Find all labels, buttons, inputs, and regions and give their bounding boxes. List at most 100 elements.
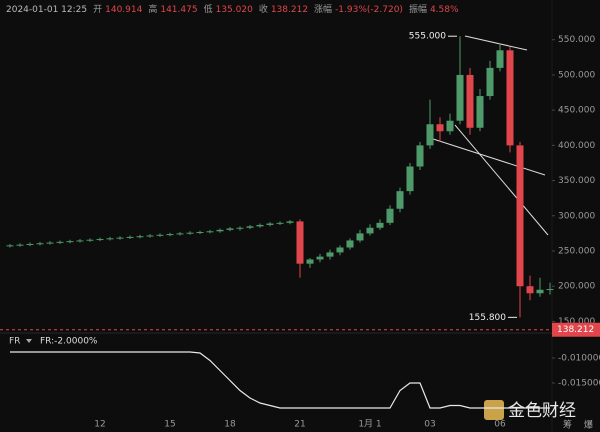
candle-body [436, 124, 444, 132]
candle-body [216, 229, 224, 232]
watermark: 金色财经 [508, 401, 576, 421]
candle-body [466, 74, 474, 128]
candle-body [26, 243, 34, 245]
candle-body [446, 120, 454, 132]
candle-body [106, 238, 114, 240]
y-tick-label: 350.000 [558, 176, 595, 186]
trend-line [429, 137, 546, 176]
candle-body [356, 233, 364, 241]
candle-body [166, 234, 174, 236]
header-time: 2024-01-01 12:25 [6, 5, 87, 15]
y-tick-label: -0.010000 [558, 354, 600, 364]
last-price-box [552, 322, 600, 337]
y-tick-label: 550.000 [558, 35, 595, 45]
candle-body [516, 145, 524, 287]
candle-body [536, 289, 544, 294]
candle-body [256, 224, 264, 227]
candle-body [546, 289, 554, 291]
header-value: 141.475 [160, 5, 197, 15]
candle-body [96, 239, 104, 241]
candle-body [396, 191, 404, 209]
candle-body [206, 231, 214, 233]
header: 2024-01-01 12:25 开 140.914 高 141.475 低 135.020… [6, 3, 459, 15]
header-label: 涨幅 [314, 3, 332, 15]
candle-body [406, 166, 414, 192]
candle-body [426, 124, 434, 146]
x-tick-label: 12 [94, 420, 105, 430]
candle-body [366, 227, 374, 234]
candle-body [496, 50, 504, 68]
candle-body [176, 233, 184, 235]
x-tick-label: 15 [164, 420, 175, 430]
y-tick-label: 200.000 [558, 282, 595, 292]
candle-body [266, 223, 274, 225]
watermark-logo [484, 400, 504, 420]
dropdown-icon[interactable] [26, 339, 32, 343]
candle-body [236, 227, 244, 229]
candle-body [346, 240, 354, 248]
candle-body [56, 241, 64, 243]
y-tick-label: 150.000 [558, 317, 595, 327]
header-value: -1.93%(-2.720) [335, 5, 403, 15]
candle-body [46, 242, 54, 244]
candle-body [246, 226, 254, 228]
low-label: 155.800 [469, 313, 506, 323]
candle-body [16, 244, 24, 246]
candle-body [486, 67, 494, 97]
candle-body [276, 222, 284, 224]
y-tick-label: 400.000 [558, 141, 595, 151]
y-tick-label: 300.000 [558, 211, 595, 221]
x-tick-label: 06 [494, 420, 506, 430]
candle-body [456, 74, 464, 121]
header-label: 高 [148, 3, 157, 15]
corner-icon[interactable]: 爆 [584, 419, 593, 431]
header-value: 138.212 [271, 5, 308, 15]
candle-body [506, 50, 514, 146]
header-label: 收 [259, 3, 268, 15]
candle-body [76, 240, 84, 242]
candle-body [126, 236, 134, 238]
x-tick-label: 21 [294, 420, 305, 430]
x-tick-label: 18 [224, 420, 236, 430]
x-tick-label: 03 [424, 420, 435, 430]
candle-body [336, 247, 344, 253]
candle-body [196, 231, 204, 233]
trend-line [454, 124, 549, 236]
fr-line [10, 351, 550, 409]
candle-body [286, 221, 294, 223]
candle-body [6, 245, 14, 247]
candle-body [156, 234, 164, 236]
candle-body [186, 232, 194, 234]
candle-body [66, 241, 74, 243]
candle-body [226, 228, 234, 230]
candle-body [376, 222, 384, 228]
header-label: 振幅 [409, 3, 427, 15]
candle-body [296, 221, 304, 264]
candle-body [316, 256, 324, 260]
candle-body [416, 145, 424, 167]
candle-body [116, 237, 124, 239]
header-label: 开 [93, 4, 102, 15]
x-tick-label: 1月 1 [358, 419, 381, 430]
indicator-legend: FR:-2.0000% [40, 337, 98, 347]
corner-icon[interactable]: 筹 [563, 419, 572, 431]
candle-body [36, 243, 44, 245]
candle-body [526, 286, 534, 294]
last-price-label: 138.212 [557, 325, 594, 335]
candle-body [146, 235, 154, 237]
candle-body [136, 236, 144, 238]
candle-body [86, 239, 94, 241]
y-tick-label: -0.015000 [558, 379, 600, 389]
candle-body [306, 259, 314, 264]
high-label: 555.000 [409, 32, 446, 42]
y-tick-label: 450.000 [558, 106, 595, 116]
header-value: 4.58% [430, 5, 459, 15]
trend-line [464, 35, 528, 51]
header-value: 135.020 [216, 5, 253, 15]
header-value: 140.914 [105, 5, 142, 15]
y-tick-label: 250.000 [558, 247, 595, 257]
indicator-name[interactable]: FR [9, 337, 20, 347]
candle-body [476, 96, 484, 128]
header-label: 低 [204, 3, 213, 15]
